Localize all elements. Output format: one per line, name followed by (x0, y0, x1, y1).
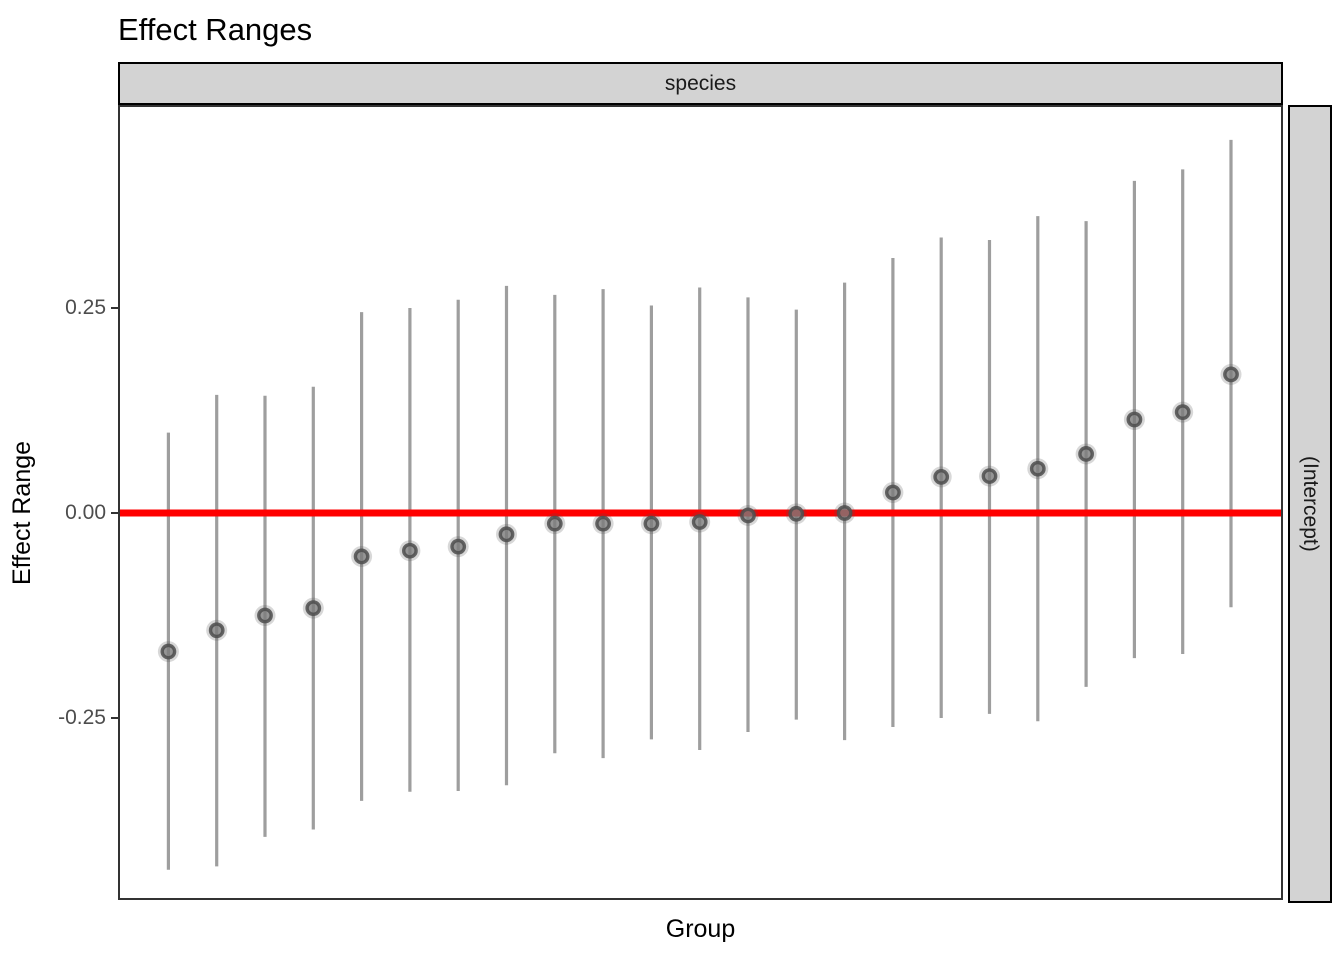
point-marker (595, 515, 611, 532)
point-marker (981, 468, 998, 484)
point-marker (1029, 460, 1046, 477)
chart-title: Effect Ranges (118, 12, 313, 47)
point-marker (1223, 366, 1239, 383)
point-marker (836, 505, 853, 521)
facet-strip-right-label: (Intercept) (1299, 456, 1322, 552)
point-marker (160, 643, 177, 660)
point-marker (933, 469, 950, 485)
point-marker (691, 514, 708, 530)
y-tick-label: -0.25 (58, 706, 106, 729)
point-marker (1174, 404, 1191, 421)
y-tick-label: 0.00 (65, 501, 106, 524)
x-axis-title: Group (665, 915, 736, 943)
chart-canvas (120, 139, 1281, 870)
y-axis-title: Effect Range (8, 440, 36, 586)
point-marker (257, 607, 273, 624)
point-marker (546, 515, 563, 532)
point-marker (885, 484, 901, 501)
point-marker (353, 548, 370, 565)
facet-strip-top-label: species (664, 71, 737, 95)
point-marker (305, 600, 322, 617)
plot-panel (118, 105, 1283, 900)
y-tick-mark (111, 307, 118, 309)
y-tick-label: 0.25 (65, 296, 106, 319)
point-marker (450, 538, 467, 555)
point-marker (498, 526, 515, 543)
y-tick-mark (111, 512, 118, 514)
y-tick-mark (111, 717, 118, 719)
point-marker (1078, 446, 1094, 462)
point-marker (1126, 411, 1143, 428)
point-marker (643, 515, 660, 532)
point-marker (401, 542, 418, 559)
point-marker (740, 507, 756, 524)
point-marker (208, 622, 225, 639)
point-marker (788, 505, 805, 522)
facet-strip-right: (Intercept) (1288, 105, 1332, 903)
facet-strip-top: species (118, 62, 1283, 105)
